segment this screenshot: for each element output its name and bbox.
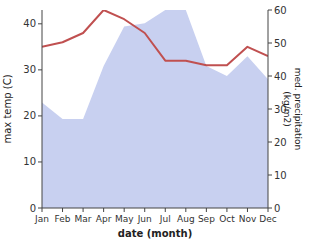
temperature-line	[42, 10, 268, 65]
y-tick	[38, 23, 42, 24]
x-tick	[83, 208, 84, 212]
x-tick	[268, 208, 269, 212]
x-tick-label: Feb	[55, 214, 71, 224]
x-tick-label: May	[115, 214, 134, 224]
x-tick	[185, 208, 186, 212]
y2-tick-label: 60	[274, 5, 287, 16]
y2-tick	[268, 142, 272, 143]
y-axis-label: max temp (C)	[2, 74, 13, 143]
y2-tick-label: 20	[274, 137, 287, 148]
x-tick-label: Jun	[137, 214, 152, 224]
x-tick	[165, 208, 166, 212]
x-tick	[42, 208, 43, 212]
x-tick-label: Jul	[159, 214, 171, 224]
precipitation-area	[42, 10, 268, 208]
x-tick-label: Nov	[239, 214, 257, 224]
x-tick	[247, 208, 248, 212]
x-tick-label: Dec	[259, 214, 276, 224]
x-tick	[103, 208, 104, 212]
x-tick-label: Apr	[96, 214, 112, 224]
y-tick	[38, 161, 42, 162]
y-tick	[38, 115, 42, 116]
y-tick-label: 20	[23, 110, 36, 121]
x-tick-label: Sep	[198, 214, 215, 224]
x-axis-label: date (month)	[118, 228, 192, 239]
y-tick-label: 10	[23, 156, 36, 167]
x-tick-label: Oct	[219, 214, 235, 224]
y-axis-line	[42, 10, 43, 208]
x-tick-label: Aug	[177, 214, 195, 224]
y2-tick	[268, 208, 272, 209]
x-tick-label: Mar	[75, 214, 92, 224]
y2-tick	[268, 10, 272, 11]
y2-tick	[268, 175, 272, 176]
y2-tick	[268, 76, 272, 77]
x-tick	[226, 208, 227, 212]
plot-area	[42, 10, 268, 208]
x-tick	[144, 208, 145, 212]
x-tick	[62, 208, 63, 212]
y2-axis-label: med. precipitation(kg/m2)	[282, 68, 303, 150]
y-tick	[38, 208, 42, 209]
y2-tick-label: 10	[274, 170, 287, 181]
x-axis-line	[42, 208, 268, 209]
y2-tick-label: 0	[274, 203, 280, 214]
y2-tick	[268, 43, 272, 44]
x-tick-label: Jan	[34, 214, 49, 224]
y2-tick	[268, 109, 272, 110]
y2-tick-label: 50	[274, 38, 287, 49]
x-tick	[206, 208, 207, 212]
x-tick	[124, 208, 125, 212]
axes: 0102030400102030405060JanFebMarAprMayJun…	[23, 5, 286, 225]
y-tick-label: 40	[23, 18, 36, 29]
y-tick	[38, 69, 42, 70]
y2-tick-label: 40	[274, 71, 287, 82]
chart: 0102030400102030405060JanFebMarAprMayJun…	[0, 0, 318, 242]
y-tick-label: 30	[23, 64, 36, 75]
y-tick-label: 0	[30, 203, 36, 214]
